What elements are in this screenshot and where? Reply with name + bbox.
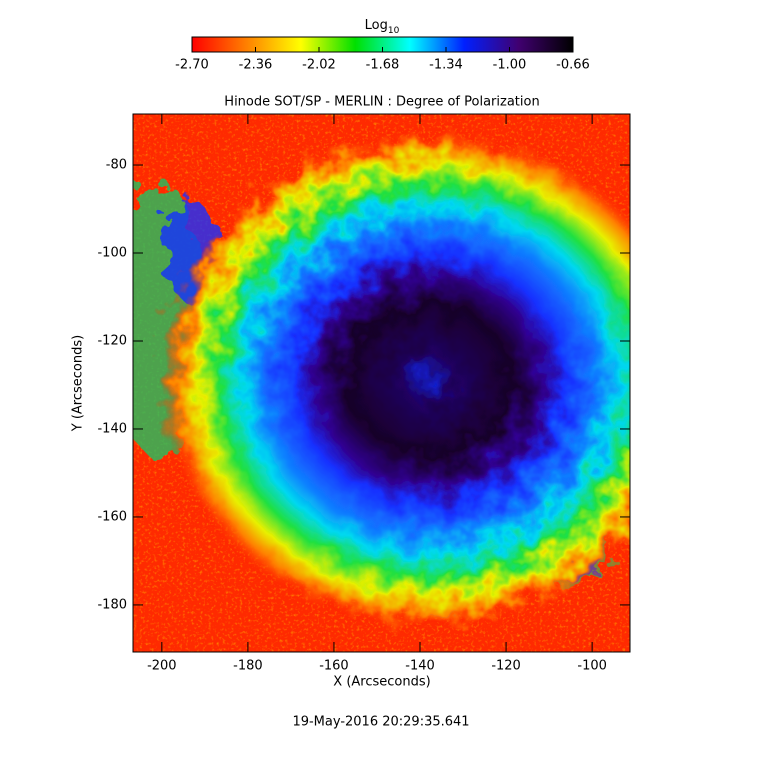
colorbar-tick-label: -2.70 xyxy=(175,58,209,73)
y-axis-label: Y (Arcseconds) xyxy=(71,335,86,432)
x-tick-label: -120 xyxy=(491,659,521,674)
x-tick-label: -140 xyxy=(405,659,435,674)
colorbar-tick-label: -2.02 xyxy=(302,58,336,73)
y-tick-label: -80 xyxy=(106,158,127,173)
y-tick-label: -160 xyxy=(97,509,127,524)
y-tick-label: -120 xyxy=(97,333,127,348)
plot-frame xyxy=(132,113,631,653)
colorbar-label-subscript: 10 xyxy=(388,26,400,36)
y-tick-label: -180 xyxy=(97,597,127,612)
x-axis-label: X (Arcseconds) xyxy=(333,675,430,690)
colorbar-label: Log10 xyxy=(365,18,400,36)
y-tick-label: -140 xyxy=(97,421,127,436)
x-tick-label: -180 xyxy=(233,659,263,674)
colorbar-tick-label: -1.34 xyxy=(429,58,463,73)
x-tick-label: -200 xyxy=(147,659,177,674)
timestamp: 19-May-2016 20:29:35.641 xyxy=(292,715,469,730)
colorbar-tick-label: -1.68 xyxy=(366,58,400,73)
heatmap-image xyxy=(133,114,630,652)
colorbar-tick-label: -1.00 xyxy=(493,58,527,73)
y-tick-label: -100 xyxy=(97,246,127,261)
colorbar-label-text: Log xyxy=(365,18,388,33)
chart-title: Hinode SOT/SP - MERLIN : Degree of Polar… xyxy=(224,95,539,110)
x-tick-label: -100 xyxy=(577,659,607,674)
x-tick-label: -160 xyxy=(319,659,349,674)
colorbar-tick-label: -2.36 xyxy=(239,58,273,73)
colorbar-tick-label: -0.66 xyxy=(556,58,590,73)
